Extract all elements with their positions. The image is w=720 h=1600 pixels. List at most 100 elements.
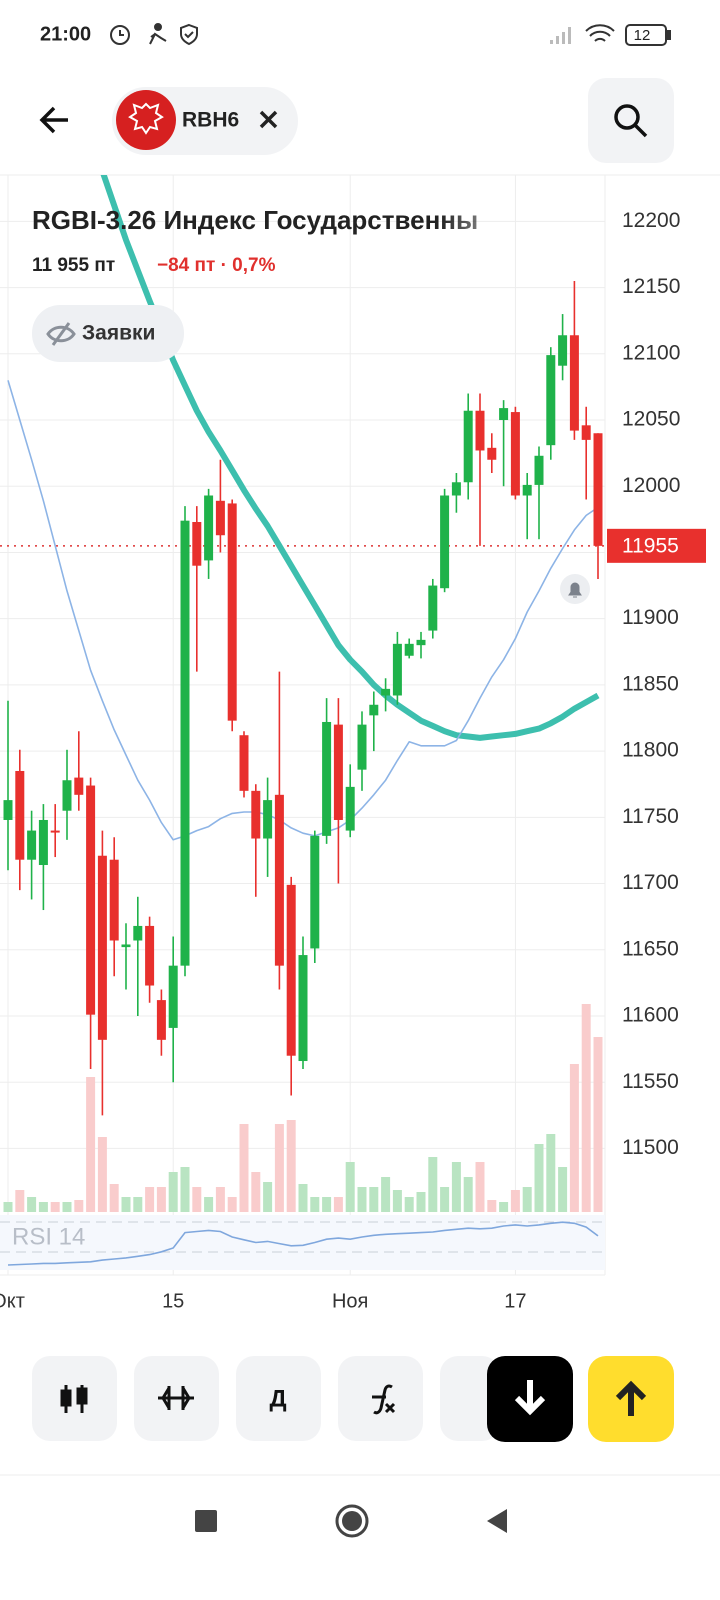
volume-bar [15, 1190, 25, 1212]
orders-button[interactable]: Заявки [32, 305, 184, 362]
y-tick-label: 11850 [622, 672, 679, 695]
candle-body [274, 794, 284, 966]
plot-area [0, 175, 605, 1212]
candle-body [145, 925, 155, 986]
candle-body [404, 643, 414, 656]
search-icon [614, 104, 648, 138]
period: Д [269, 1385, 286, 1412]
volume-bar [322, 1197, 332, 1212]
logo-eagle [128, 102, 164, 135]
indicator-name: RSI 14 [12, 1223, 85, 1250]
candle-body [62, 780, 72, 811]
volume-bar [369, 1187, 379, 1212]
candle-body [38, 819, 48, 866]
chart: Окт 15 Ноя 17 11500 11550 11600 11650 11700 11750… [0, 174, 720, 1312]
candle-body [357, 724, 367, 770]
candle-body [510, 412, 520, 496]
volume-bar [109, 1184, 119, 1212]
back-button[interactable] [39, 106, 68, 134]
candle-body [50, 830, 60, 833]
candle-body [440, 495, 450, 589]
volume-bar [204, 1197, 214, 1212]
volume-bar [510, 1190, 520, 1212]
volume-bar [38, 1202, 48, 1212]
candle-body [451, 482, 461, 496]
candle-body [392, 643, 402, 696]
volume-bar [50, 1202, 60, 1212]
volume-bar [451, 1162, 461, 1212]
nav-back[interactable] [487, 1509, 507, 1533]
search-button[interactable] [588, 78, 674, 163]
volume-bar [392, 1190, 402, 1212]
candle-body [499, 408, 509, 421]
candle-body [333, 724, 343, 820]
volume-bar [215, 1187, 225, 1212]
y-tick-label: 12000 [622, 474, 680, 497]
volume-bar [86, 1077, 96, 1212]
candle-body [381, 688, 391, 696]
volume-bar [27, 1197, 37, 1212]
y-tick-label: 12150 [622, 275, 680, 298]
volume-bar [298, 1184, 308, 1212]
candle-body [593, 433, 603, 546]
chart-title: RGBI-3.26 Индекс Государственны [32, 205, 478, 235]
eye-off-icon [46, 322, 76, 346]
candle-body [345, 786, 355, 831]
candle-body [369, 704, 379, 716]
candle-body [569, 335, 579, 431]
candle-body [428, 585, 438, 631]
candle-body [463, 410, 473, 483]
volume-bar [546, 1134, 556, 1212]
volume-bar [534, 1144, 544, 1212]
candle-body [192, 521, 202, 566]
y-tick-label: 11750 [622, 805, 679, 828]
candle-body [263, 800, 273, 839]
candle-body [546, 355, 556, 446]
alert-button[interactable] [560, 574, 590, 604]
volume-bar [251, 1172, 261, 1212]
x-tick-label: 15 [162, 1290, 184, 1312]
candle-body [204, 495, 214, 561]
toolbar: Д [32, 1356, 674, 1442]
candle-body [286, 884, 296, 1056]
candle-body [487, 447, 497, 460]
volume-bar [558, 1167, 568, 1212]
orders-bg [32, 305, 184, 362]
nav-home[interactable] [335, 1504, 369, 1538]
status-icons [110, 23, 671, 46]
ticker: RBH6 [182, 109, 239, 132]
volume-bar [428, 1157, 438, 1212]
y-tick-label: 12050 [622, 408, 680, 431]
period-button[interactable] [236, 1356, 321, 1441]
volume-bar [97, 1137, 107, 1212]
x-tick-label: 17 [504, 1290, 526, 1312]
volume-bar [121, 1197, 131, 1212]
volume-bar [263, 1182, 273, 1212]
volume-bar [475, 1162, 485, 1212]
nav-recents[interactable] [195, 1510, 217, 1532]
volume-bar [192, 1187, 202, 1212]
candle-body [298, 955, 308, 1062]
chart-type-button[interactable] [32, 1356, 117, 1441]
candle-body [133, 925, 143, 941]
volume-bar [416, 1192, 426, 1212]
volume-bar [180, 1167, 190, 1212]
more-button[interactable] [440, 1356, 500, 1441]
candle-body [168, 965, 178, 1028]
volume-bar [133, 1197, 143, 1212]
sell-arrow [514, 1380, 546, 1416]
candle-body [239, 735, 249, 791]
close-chip[interactable] [259, 110, 278, 129]
ticker-logo [116, 90, 176, 150]
last-price: 11955 [622, 534, 679, 557]
volume-bar [581, 1004, 591, 1212]
volume-bar [499, 1202, 509, 1212]
candle-body [27, 830, 37, 860]
candle-body [86, 785, 96, 1015]
volume-bar [404, 1197, 414, 1212]
candle-body [534, 455, 544, 485]
price-change: −84 пт · 0,7% [157, 255, 276, 276]
candle-body [581, 425, 591, 440]
battery-level: 12 [634, 27, 651, 44]
